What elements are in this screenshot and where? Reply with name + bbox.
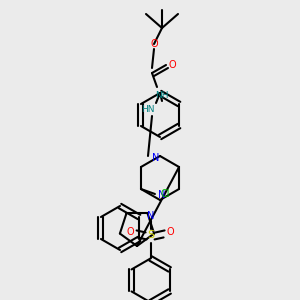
Text: HN: HN	[141, 104, 155, 113]
Text: Cl: Cl	[160, 189, 170, 199]
Text: N: N	[158, 190, 166, 200]
Text: O: O	[127, 227, 134, 237]
Text: N: N	[147, 212, 154, 221]
Text: O: O	[168, 60, 176, 70]
Text: O: O	[167, 227, 174, 237]
Text: O: O	[150, 39, 158, 49]
Text: N: N	[152, 153, 160, 163]
Text: S: S	[147, 230, 154, 240]
Text: NH: NH	[155, 91, 169, 100]
